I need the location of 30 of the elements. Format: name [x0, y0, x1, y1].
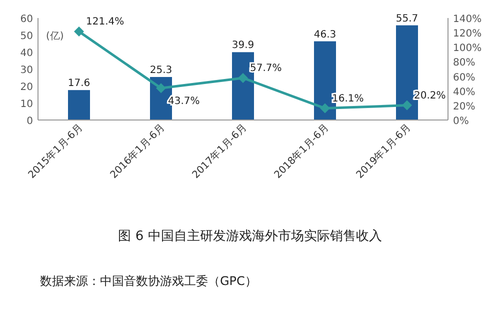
point [156, 83, 166, 94]
text: 图 6 中国自主研发游戏海外市场实际销售收入 [118, 228, 382, 244]
point [74, 26, 84, 37]
y2-tick-label: 140% [453, 14, 482, 25]
source-note: 数据来源：中国音数协游戏工委（GPC） [40, 274, 257, 288]
y2-tick-label: 60% [453, 72, 476, 84]
point [402, 100, 412, 110]
y-tick-label: 10 [20, 99, 33, 110]
y-tick-label: 20 [20, 82, 33, 93]
data-label: 17.6 [68, 78, 90, 90]
y-tick-label: 60 [20, 14, 33, 25]
y2-tick-label: 40% [453, 86, 476, 98]
data-label: 55.7 [396, 13, 418, 24]
data-label: 25.3 [150, 64, 172, 76]
y-tick-label: 40 [20, 48, 33, 59]
data-label: 46.3 [314, 29, 336, 40]
point [320, 103, 330, 114]
bar [68, 90, 90, 120]
y2-tick-label: 0% [453, 116, 469, 127]
y-tick-label: 30 [20, 65, 33, 76]
y2-tick-label: 80% [453, 58, 476, 69]
y2-tick-label: 120% [453, 28, 482, 40]
y-axis-title: (亿) [46, 31, 64, 42]
y2-tick-label: 100% [453, 43, 482, 54]
y2-tick-label: 20% [453, 101, 476, 112]
point [238, 72, 248, 83]
data-label: 39.9 [232, 40, 254, 52]
y-tick-label: 50 [20, 31, 33, 42]
data-label: 121.4% [86, 16, 124, 28]
y-tick-label: 0 [26, 116, 33, 127]
